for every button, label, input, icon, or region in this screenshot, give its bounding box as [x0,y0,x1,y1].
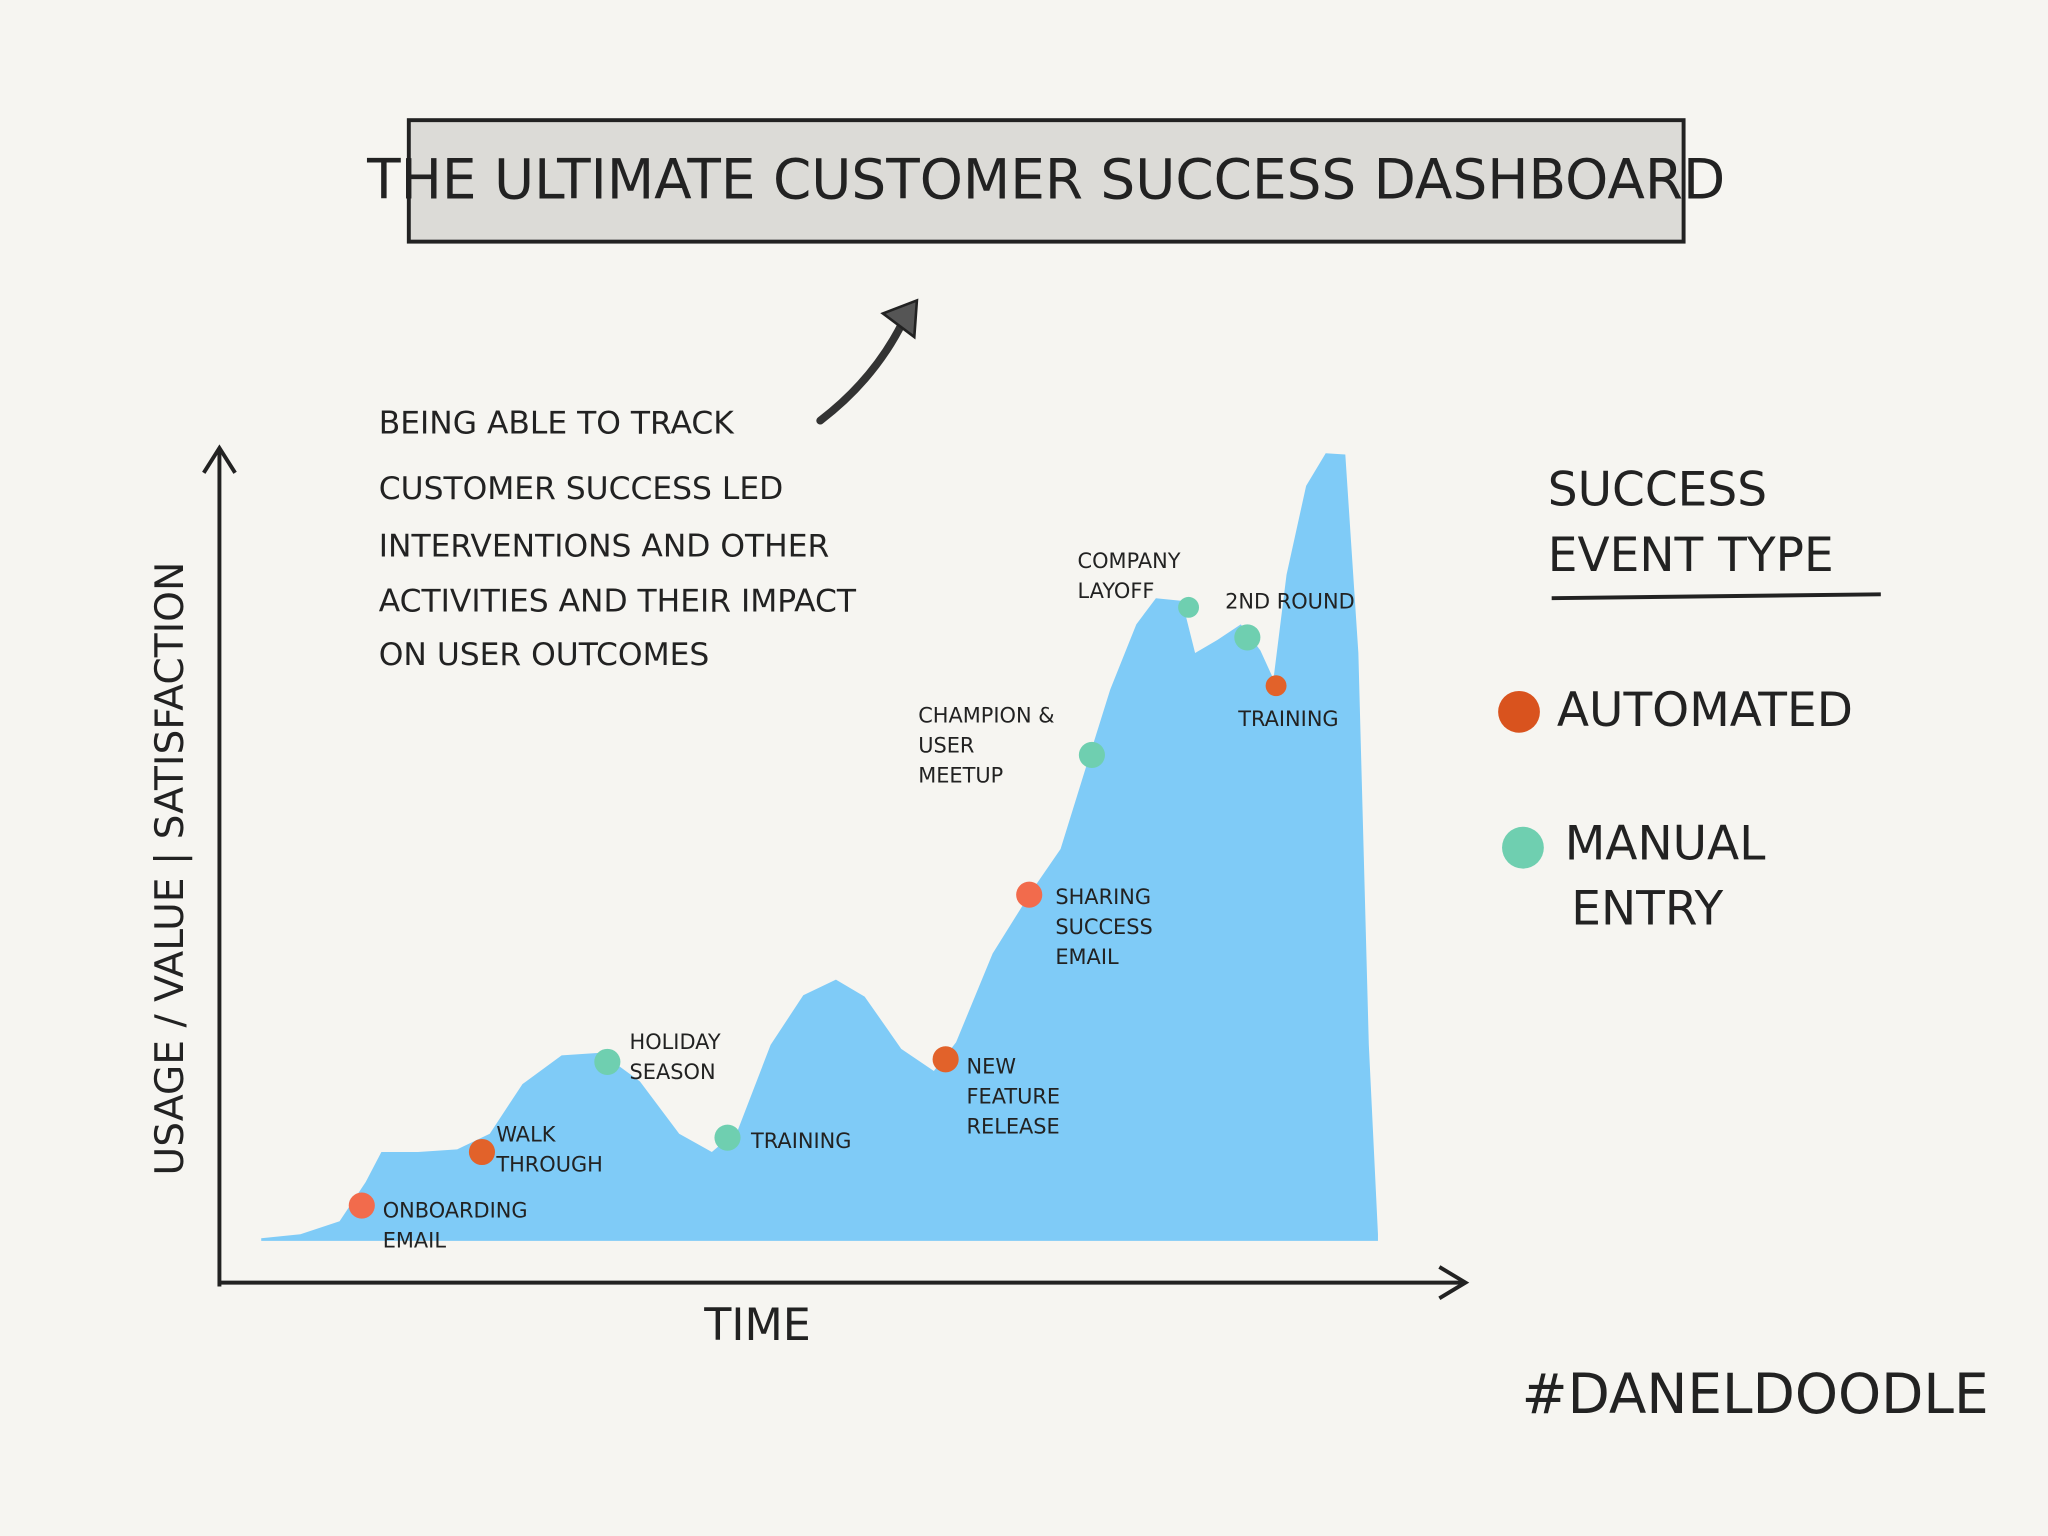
event-dot [1234,624,1261,651]
event-dot [1265,675,1287,697]
event-label: EMAIL [383,1228,447,1252]
event-dot [1016,881,1043,908]
note-line: ON USER OUTCOMES [379,637,710,673]
arrow-head [880,298,919,340]
event-label: THROUGH [495,1153,603,1177]
event-label: SEASON [630,1060,716,1084]
legend-dot [1502,826,1544,869]
note-line: INTERVENTIONS AND OTHER [379,528,830,564]
x-axis-arrow [1438,1265,1470,1300]
event-label: RELEASE [967,1115,1060,1139]
event-label: SUCCESS [1055,915,1152,939]
event-label: ONBOARDING [383,1198,528,1222]
legend-dot [1498,690,1540,733]
event-label: LAYOFF [1078,579,1155,603]
event-label: CHAMPION & [918,703,1054,727]
event-label: SHARING [1055,885,1151,909]
note-line: ACTIVITIES AND THEIR IMPACT [379,583,857,619]
y-axis-label: USAGE / VALUE | SATISFACTION [148,562,193,1176]
legend-underline [1551,592,1881,601]
event-dot [1078,741,1105,768]
event-label: EMAIL [1055,945,1119,969]
event-label: TRAINING [1237,707,1338,731]
y-axis-arrow [202,444,237,474]
legend-title: EVENT TYPE [1548,528,1834,583]
legend-label: AUTOMATED [1557,683,1853,738]
legend-label: ENTRY [1571,882,1723,937]
event-label: 2ND ROUND [1225,590,1355,614]
event-label: COMPANY [1078,549,1181,573]
legend-label: MANUAL [1565,816,1766,871]
event-label: NEW [967,1055,1016,1079]
event-label: FEATURE [967,1085,1061,1109]
event-label: WALK [496,1123,556,1147]
arrow [816,316,908,425]
event-dot [594,1048,621,1075]
event-label: MEETUP [918,763,1003,787]
note-line: BEING ABLE TO TRACK [379,406,735,442]
event-dot [348,1192,375,1219]
title: THE ULTIMATE CUSTOMER SUCCESS DASHBOARD [366,148,1725,212]
usage-area [261,453,1378,1241]
event-dot [714,1124,741,1151]
event-label: HOLIDAY [630,1030,721,1054]
event-dot [468,1138,496,1166]
event-dot [932,1046,959,1073]
event-dot [1178,596,1200,618]
x-axis-label: TIME [703,1300,811,1351]
event-label: USER [918,733,974,757]
legend-title: SUCCESS [1548,462,1767,517]
signature: #DANELDOODLE [1522,1362,1989,1426]
event-label: TRAINING [750,1129,851,1153]
note-line: CUSTOMER SUCCESS LED [379,471,784,507]
title-box [406,118,1686,244]
